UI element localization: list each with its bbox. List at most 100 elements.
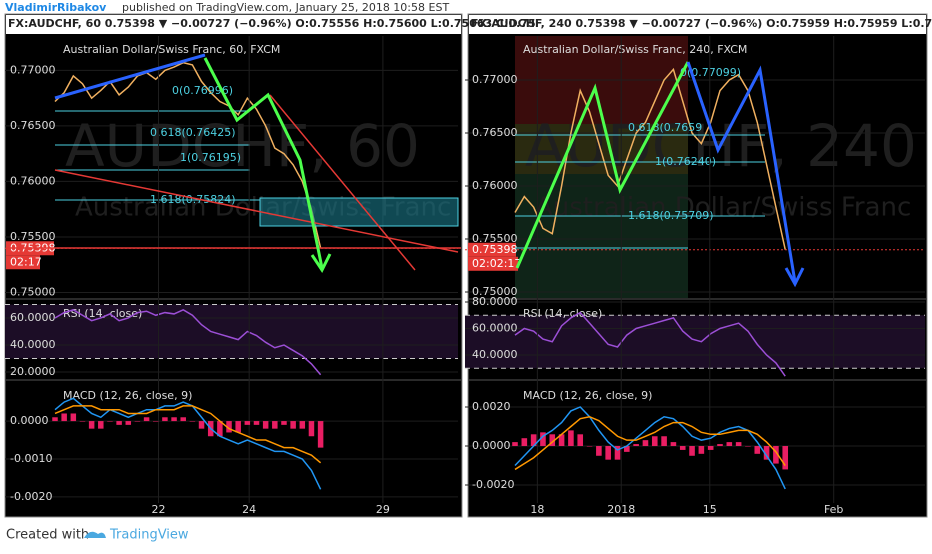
histogram-bar <box>651 436 658 447</box>
y-tick-label: 60.0000 <box>10 311 56 324</box>
fib-label: 1(0.76240) <box>655 155 716 168</box>
histogram-bar <box>698 446 705 454</box>
watermark: AUDCHF, 60 <box>65 112 420 180</box>
blue-arrowhead <box>784 267 805 288</box>
histogram-bar <box>290 421 296 429</box>
y-tick-label: 0.76000 <box>10 174 56 187</box>
histogram-bar <box>180 417 186 422</box>
histogram-bar <box>679 446 686 450</box>
y-tick-label: 0.76500 <box>10 119 56 132</box>
histogram-bar <box>624 446 630 452</box>
fib-label: 1.618(0.75709) <box>628 209 714 222</box>
countdown-label: 02:17 <box>10 255 42 268</box>
histogram-bar <box>521 438 528 447</box>
rsi-band <box>465 315 925 369</box>
histogram-bar <box>134 421 141 422</box>
histogram-bar <box>754 446 761 454</box>
histogram-bar <box>281 421 287 425</box>
countdown-box <box>6 255 40 270</box>
pane-title: RSI (14, close) <box>63 307 142 320</box>
x-tick-label: 24 <box>242 503 256 516</box>
red-trendline <box>269 94 416 271</box>
blue-trendline <box>54 53 206 100</box>
histogram-bar <box>540 432 546 447</box>
x-tick-label: Feb <box>824 503 843 516</box>
histogram-bar <box>107 421 113 422</box>
histogram-bar <box>558 434 565 447</box>
y-tick-label: 0.77000 <box>10 63 56 76</box>
histogram-bar <box>530 434 537 447</box>
series-line <box>54 309 322 376</box>
histogram-bar <box>763 446 770 460</box>
histogram-bar <box>116 421 122 425</box>
y-tick-label: 0.76500 <box>472 126 518 139</box>
histogram-bar <box>717 444 723 447</box>
x-tick-label: 29 <box>376 503 390 516</box>
fib-zone <box>515 174 688 298</box>
green-wave <box>203 57 324 269</box>
pane-title: Australian Dollar/Swiss Franc, 240, FXCM <box>523 43 747 56</box>
histogram-bar <box>52 417 58 422</box>
histogram-bar <box>596 446 602 456</box>
series-line <box>54 61 322 249</box>
histogram-bar <box>235 421 241 433</box>
histogram-bar <box>79 421 86 422</box>
pane-title: MACD (12, 26, close, 9) <box>63 389 192 402</box>
histogram-bar <box>549 434 556 447</box>
countdown-label: 02:02:17 <box>472 257 521 270</box>
series-line <box>54 397 322 490</box>
y-tick-label: 40.0000 <box>10 338 56 351</box>
countdown-box <box>468 256 518 271</box>
fib-label: 0.618(0.7659 <box>628 121 702 134</box>
series-line <box>514 67 786 250</box>
x-tick-label: 2018 <box>607 503 635 516</box>
histogram-bar <box>707 446 714 450</box>
symbol-info: FX:AUDCHF, 240 0.75398 ▼ −0.00727 (−0.96… <box>471 17 932 30</box>
footer-brand: TradingView <box>109 528 189 543</box>
histogram-bar <box>88 421 95 429</box>
logo <box>84 531 106 538</box>
histogram-bar <box>586 446 593 447</box>
series-line <box>514 415 786 471</box>
histogram-bar <box>670 442 677 447</box>
histogram-bar <box>745 446 751 447</box>
histogram-bar <box>262 421 269 429</box>
histogram-bar <box>614 446 621 460</box>
red-trendline <box>54 169 459 253</box>
fib-label: 0.618(0.76425) <box>150 126 236 139</box>
y-tick-label: 0.75500 <box>472 232 518 245</box>
y-tick-label: 20.0000 <box>10 365 56 378</box>
series-line <box>514 311 786 377</box>
symbol-info: FX:AUDCHF, 60 0.75398 ▼ −0.00727 (−0.96%… <box>8 17 536 30</box>
series-line <box>514 406 786 490</box>
blue-wave <box>686 61 797 283</box>
x-tick-label: 15 <box>703 503 717 516</box>
info-bar <box>469 15 926 34</box>
fib-zone <box>515 124 688 174</box>
histogram-bar <box>689 446 695 456</box>
y-tick-label: -0.0020 <box>10 490 52 503</box>
histogram-bar <box>568 430 574 447</box>
y-tick-label: 0.0000 <box>10 414 49 427</box>
histogram-bar <box>605 446 611 460</box>
y-tick-label: 0.0020 <box>472 400 511 413</box>
histogram-bar <box>577 434 584 447</box>
histogram-bar <box>642 440 649 447</box>
info-bar <box>6 15 461 34</box>
green-wave <box>515 61 690 269</box>
histogram-bar <box>299 421 306 429</box>
histogram-bar <box>308 421 315 437</box>
histogram-bar <box>735 442 742 447</box>
histogram-bar <box>143 417 150 422</box>
series-line <box>54 405 322 464</box>
y-tick-label: -0.0020 <box>472 478 514 491</box>
histogram-bar <box>272 421 278 429</box>
y-tick-label: 0.0000 <box>472 439 511 452</box>
histogram-bar <box>217 421 223 437</box>
y-tick-label: -0.0010 <box>10 452 52 465</box>
histogram-bar <box>782 446 789 470</box>
histogram-bar <box>98 421 104 429</box>
histogram-bar <box>773 446 779 464</box>
pane-title: MACD (12, 26, close, 9) <box>523 389 652 402</box>
y-tick-label: 40.0000 <box>472 348 518 361</box>
